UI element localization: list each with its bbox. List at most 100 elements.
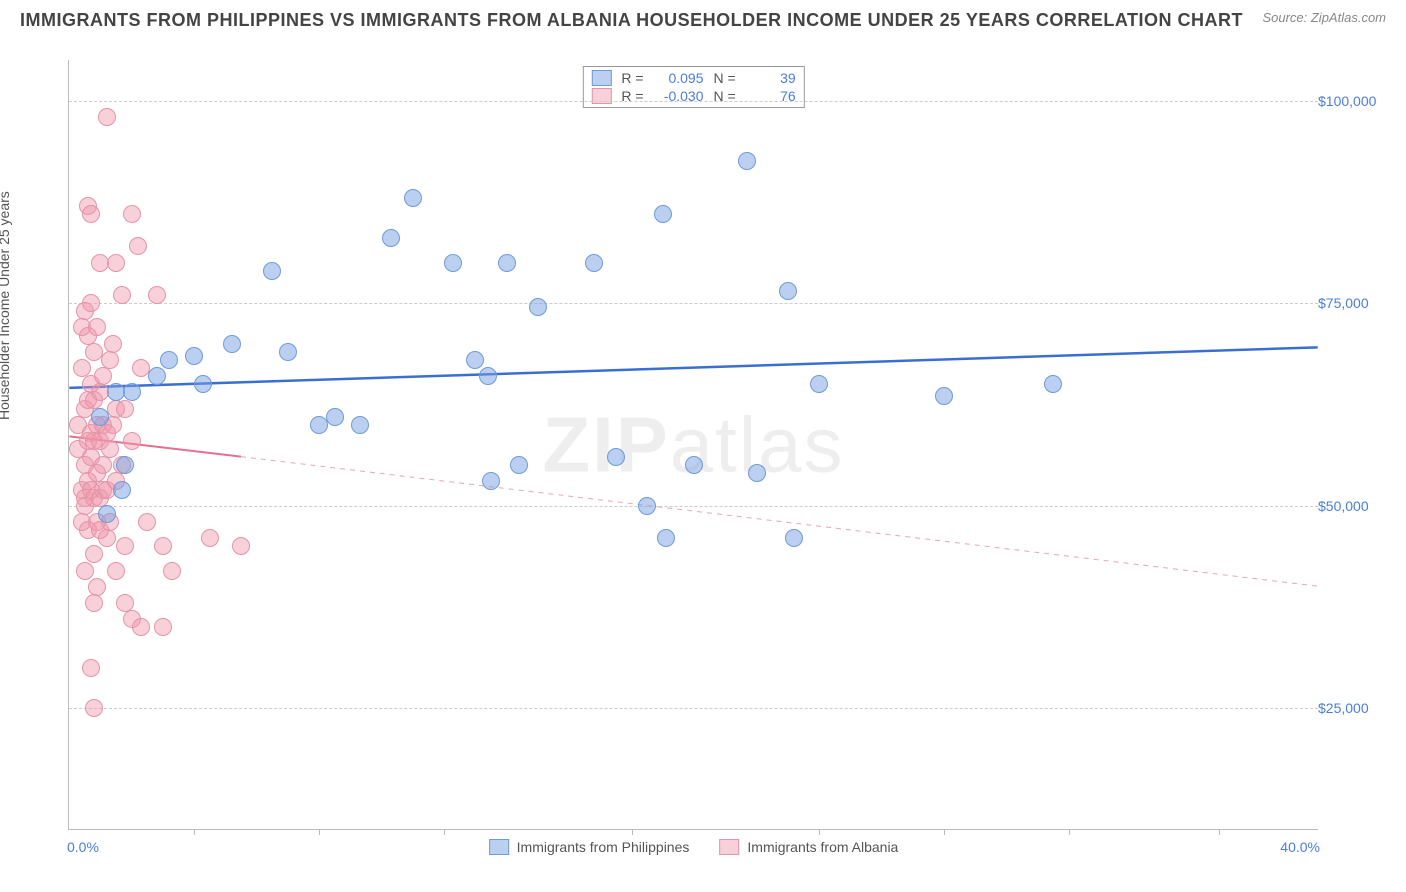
x-tick xyxy=(444,829,445,835)
data-point xyxy=(382,229,400,247)
trend-line xyxy=(241,457,1318,587)
data-point xyxy=(82,659,100,677)
data-point xyxy=(738,152,756,170)
gridline xyxy=(69,506,1318,507)
data-point xyxy=(607,448,625,466)
legend-r-label: R = xyxy=(621,70,643,86)
data-point xyxy=(88,578,106,596)
data-point xyxy=(154,618,172,636)
gridline xyxy=(69,708,1318,709)
data-point xyxy=(113,286,131,304)
data-point xyxy=(91,408,109,426)
legend-swatch xyxy=(719,839,739,855)
data-point xyxy=(529,298,547,316)
data-point xyxy=(498,254,516,272)
data-point xyxy=(129,237,147,255)
data-point xyxy=(132,618,150,636)
legend-row: R =0.095N =39 xyxy=(591,69,795,87)
series-name: Immigrants from Albania xyxy=(747,839,898,855)
data-point xyxy=(154,537,172,555)
gridline xyxy=(69,303,1318,304)
data-point xyxy=(101,440,119,458)
data-point xyxy=(263,262,281,280)
legend-swatch xyxy=(591,88,611,104)
trend-lines-layer xyxy=(69,60,1318,829)
data-point xyxy=(85,594,103,612)
data-point xyxy=(116,537,134,555)
data-point xyxy=(232,537,250,555)
data-point xyxy=(935,387,953,405)
data-point xyxy=(104,335,122,353)
data-point xyxy=(654,205,672,223)
data-point xyxy=(82,294,100,312)
data-point xyxy=(107,254,125,272)
data-point xyxy=(148,286,166,304)
data-point xyxy=(404,189,422,207)
legend-r-value: 0.095 xyxy=(654,70,704,86)
legend-swatch xyxy=(591,70,611,86)
data-point xyxy=(98,108,116,126)
legend-swatch xyxy=(489,839,509,855)
data-point xyxy=(101,351,119,369)
y-tick-label: $25,000 xyxy=(1318,700,1388,716)
data-point xyxy=(779,282,797,300)
x-tick xyxy=(194,829,195,835)
data-point xyxy=(479,367,497,385)
x-tick xyxy=(1219,829,1220,835)
legend-row: R =-0.030N =76 xyxy=(591,87,795,105)
data-point xyxy=(194,375,212,393)
data-point xyxy=(810,375,828,393)
watermark: ZIPatlas xyxy=(542,399,844,490)
data-point xyxy=(185,347,203,365)
data-point xyxy=(94,367,112,385)
legend-r-value: -0.030 xyxy=(654,88,704,104)
data-point xyxy=(748,464,766,482)
y-tick-label: $50,000 xyxy=(1318,498,1388,514)
y-tick-label: $75,000 xyxy=(1318,295,1388,311)
data-point xyxy=(73,359,91,377)
legend-n-label: N = xyxy=(714,88,736,104)
series-legend-item: Immigrants from Albania xyxy=(719,839,898,855)
data-point xyxy=(785,529,803,547)
x-tick xyxy=(632,829,633,835)
data-point xyxy=(482,472,500,490)
chart-title: IMMIGRANTS FROM PHILIPPINES VS IMMIGRANT… xyxy=(20,10,1243,31)
data-point xyxy=(223,335,241,353)
data-point xyxy=(685,456,703,474)
data-point xyxy=(444,254,462,272)
x-axis-min-label: 0.0% xyxy=(67,839,99,855)
data-point xyxy=(94,456,112,474)
data-point xyxy=(116,456,134,474)
data-point xyxy=(123,205,141,223)
series-legend: Immigrants from Philippines Immigrants fr… xyxy=(489,839,899,855)
chart-container: Householder Income Under 25 years ZIPatl… xyxy=(20,40,1386,870)
correlation-legend: R =0.095N =39R =-0.030N =76 xyxy=(582,66,804,108)
data-point xyxy=(113,481,131,499)
data-point xyxy=(657,529,675,547)
plot-area: ZIPatlas R =0.095N =39R =-0.030N =76 0.0… xyxy=(68,60,1318,830)
x-tick xyxy=(944,829,945,835)
series-name: Immigrants from Philippines xyxy=(517,839,690,855)
data-point xyxy=(510,456,528,474)
data-point xyxy=(201,529,219,547)
data-point xyxy=(638,497,656,515)
data-point xyxy=(85,699,103,717)
legend-n-value: 76 xyxy=(746,88,796,104)
data-point xyxy=(123,383,141,401)
data-point xyxy=(466,351,484,369)
data-point xyxy=(585,254,603,272)
series-legend-item: Immigrants from Philippines xyxy=(489,839,690,855)
y-tick-label: $100,000 xyxy=(1318,93,1388,109)
data-point xyxy=(160,351,178,369)
data-point xyxy=(76,562,94,580)
trend-line xyxy=(69,347,1317,387)
watermark-bold: ZIP xyxy=(542,400,669,488)
gridline xyxy=(69,101,1318,102)
data-point xyxy=(123,432,141,450)
data-point xyxy=(148,367,166,385)
x-tick xyxy=(1069,829,1070,835)
data-point xyxy=(98,505,116,523)
data-point xyxy=(85,545,103,563)
legend-n-label: N = xyxy=(714,70,736,86)
data-point xyxy=(163,562,181,580)
